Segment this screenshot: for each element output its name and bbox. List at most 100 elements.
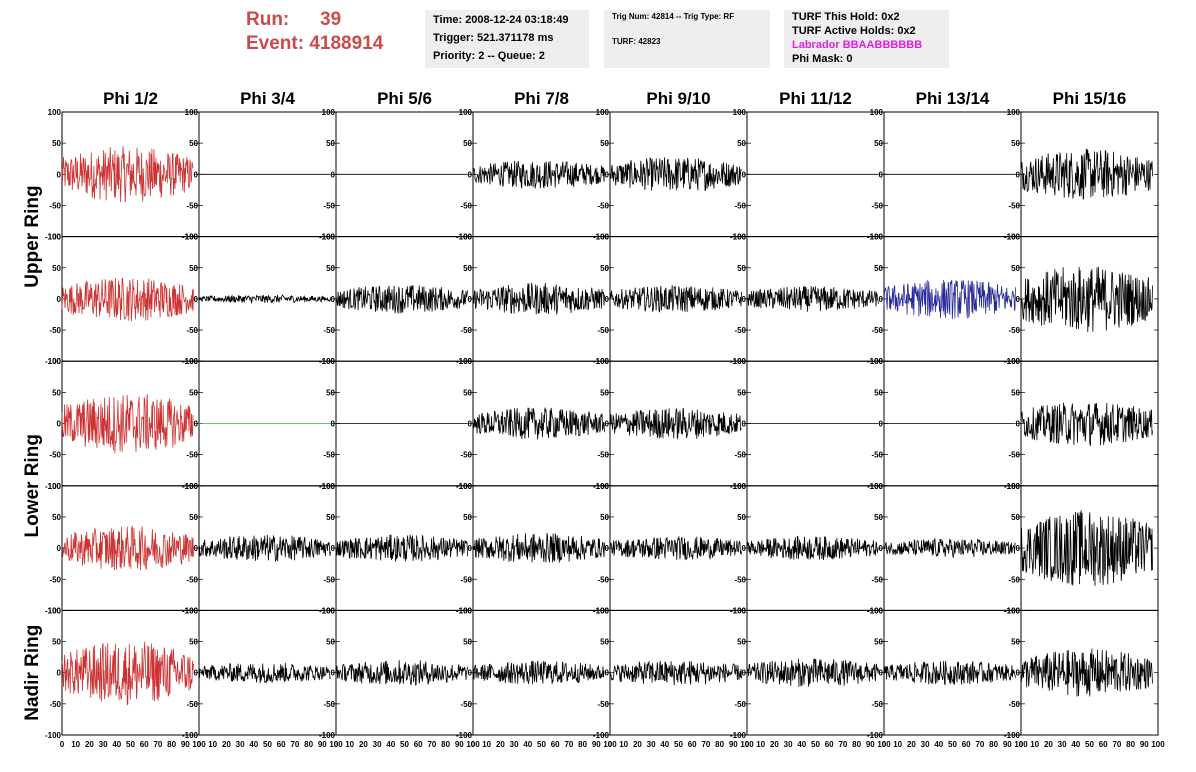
x-tick-label: 30 — [647, 740, 656, 749]
y-tick-label: -50 — [323, 201, 335, 210]
y-tick-label: 50 — [737, 388, 746, 397]
y-tick-label: 50 — [1011, 513, 1020, 522]
y-tick-label: 0 — [742, 170, 747, 179]
event-value: 4188914 — [309, 33, 384, 54]
y-tick-label: 0 — [879, 544, 884, 553]
x-tick-label: 20 — [770, 740, 779, 749]
y-tick-label: 50 — [874, 638, 883, 647]
waveform-line — [335, 660, 468, 686]
y-tick-label: 50 — [600, 638, 609, 647]
x-tick-label: 80 — [715, 740, 724, 749]
x-tick-label: 30 — [921, 740, 930, 749]
waveform-line — [1020, 510, 1153, 586]
y-tick-label: 100 — [322, 482, 336, 491]
y-tick-label: 0 — [879, 669, 884, 678]
x-tick-label: 30 — [236, 740, 245, 749]
y-tick-label: -50 — [871, 700, 883, 709]
x-tick-label: 90 — [1003, 740, 1012, 749]
y-tick-label: 100 — [459, 606, 473, 615]
y-tick-label: -100 — [867, 731, 884, 740]
waveform-line — [472, 532, 605, 563]
y-tick-label: 50 — [326, 264, 335, 273]
y-tick-label: -50 — [1008, 451, 1020, 460]
x-tick-label: 50 — [126, 740, 135, 749]
y-tick-label: 50 — [1011, 388, 1020, 397]
waveform-line — [472, 660, 605, 685]
y-tick-label: 100 — [596, 357, 610, 366]
y-tick-label: -50 — [49, 326, 61, 335]
run-value: 39 — [320, 9, 342, 30]
labrador-text: Labrador BBAABBBBBB — [792, 39, 923, 51]
x-tick-label: 60 — [1099, 740, 1108, 749]
y-tick-label: 100 — [185, 482, 199, 491]
y-tick-label: 50 — [189, 388, 198, 397]
waveform-line — [883, 537, 1016, 558]
y-tick-label: 100 — [459, 108, 473, 117]
x-tick-label: 80 — [1126, 740, 1135, 749]
x-tick-label: 30 — [510, 740, 519, 749]
x-tick-label: 60 — [962, 740, 971, 749]
y-tick-label: 100 — [322, 233, 336, 242]
waveform-line — [746, 285, 879, 312]
x-tick-label: 70 — [975, 740, 984, 749]
y-tick-label: 100 — [596, 108, 610, 117]
x-tick-label: 100 — [192, 740, 206, 749]
y-tick-label: 50 — [737, 139, 746, 148]
y-tick-label: 100 — [48, 108, 62, 117]
y-tick-label: -50 — [186, 451, 198, 460]
x-tick-label: 100 — [1151, 740, 1165, 749]
x-tick-label: 10 — [208, 740, 217, 749]
y-tick-label: 0 — [57, 544, 62, 553]
waveform-line — [198, 294, 331, 305]
y-tick-label: -50 — [871, 201, 883, 210]
y-tick-label: -100 — [1004, 233, 1021, 242]
y-tick-label: -50 — [49, 575, 61, 584]
y-tick-label: -50 — [186, 575, 198, 584]
y-tick-label: -100 — [182, 731, 199, 740]
y-tick-label: 100 — [185, 108, 199, 117]
waveform-line — [61, 525, 194, 571]
x-tick-label: 90 — [1140, 740, 1149, 749]
column-title: Phi 9/10 — [646, 89, 710, 108]
x-tick-label: 70 — [290, 740, 299, 749]
x-tick-label: 100 — [1014, 740, 1028, 749]
x-tick-label: 60 — [688, 740, 697, 749]
y-tick-label: -100 — [867, 357, 884, 366]
y-tick-label: 100 — [48, 606, 62, 615]
y-tick-label: 0 — [468, 295, 473, 304]
y-tick-label: 0 — [57, 669, 62, 678]
y-tick-label: 0 — [468, 420, 473, 429]
y-tick-label: 50 — [52, 638, 61, 647]
y-tick-label: 0 — [57, 295, 62, 304]
x-tick-label: 90 — [455, 740, 464, 749]
time-text: Time: 2008-12-24 03:18:49 — [433, 14, 569, 26]
trigger-info-panel: Trig Num: 42814 -- Trig Type: RF TURF: 4… — [604, 10, 770, 68]
y-tick-label: 50 — [1011, 264, 1020, 273]
y-tick-label: 0 — [1016, 295, 1021, 304]
y-tick-label: 0 — [331, 420, 336, 429]
y-tick-label: -100 — [45, 606, 62, 615]
x-tick-label: 40 — [523, 740, 532, 749]
waveform-line — [1020, 648, 1153, 697]
x-tick-label: 30 — [1058, 740, 1067, 749]
y-tick-label: -50 — [597, 201, 609, 210]
y-tick-label: -50 — [1008, 575, 1020, 584]
x-tick-label: 0 — [471, 740, 476, 749]
y-tick-label: 0 — [879, 295, 884, 304]
x-tick-label: 90 — [729, 740, 738, 749]
y-tick-label: -100 — [456, 606, 473, 615]
x-tick-label: 10 — [482, 740, 491, 749]
y-tick-label: 50 — [463, 388, 472, 397]
y-tick-label: 0 — [879, 170, 884, 179]
y-tick-label: 0 — [331, 295, 336, 304]
waveform-line — [883, 279, 1016, 320]
y-tick-label: -100 — [1004, 606, 1021, 615]
y-tick-label: 0 — [1016, 420, 1021, 429]
y-tick-label: -50 — [1008, 326, 1020, 335]
y-tick-label: 100 — [870, 108, 884, 117]
x-tick-label: 100 — [603, 740, 617, 749]
y-tick-label: 0 — [331, 544, 336, 553]
y-tick-label: 50 — [463, 264, 472, 273]
y-tick-label: -100 — [867, 482, 884, 491]
y-tick-label: 100 — [733, 108, 747, 117]
